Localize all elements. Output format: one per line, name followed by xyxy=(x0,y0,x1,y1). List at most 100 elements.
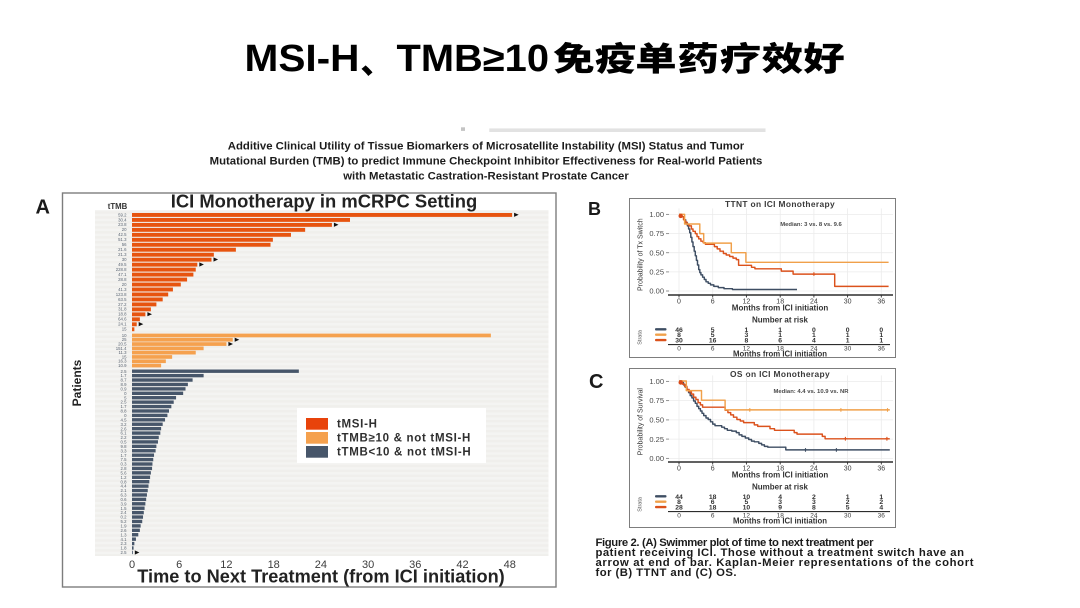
svg-text:0.25: 0.25 xyxy=(649,268,664,277)
svg-text:0.2: 0.2 xyxy=(121,515,128,520)
svg-text:tTMB≥10 & not tMSI-H: tTMB≥10 & not tMSI-H xyxy=(337,432,471,444)
svg-text:8: 8 xyxy=(745,338,749,345)
svg-text:20: 20 xyxy=(122,227,127,232)
svg-text:1.9: 1.9 xyxy=(121,524,128,529)
svg-text:10: 10 xyxy=(122,333,127,338)
svg-text:59.2: 59.2 xyxy=(118,212,127,217)
svg-text:10.9: 10.9 xyxy=(118,363,127,368)
svg-text:2.5: 2.5 xyxy=(121,400,128,405)
svg-text:24: 24 xyxy=(810,299,818,306)
svg-text:1: 1 xyxy=(745,327,749,334)
svg-text:0.8: 0.8 xyxy=(121,479,128,484)
svg-text:ICI Monotherapy in mCRPC Setti: ICI Monotherapy in mCRPC Setting xyxy=(171,191,478,212)
svg-text:3.2: 3.2 xyxy=(121,422,128,427)
svg-text:24.1: 24.1 xyxy=(118,322,127,327)
svg-text:Number at risk: Number at risk xyxy=(752,483,809,492)
svg-text:Strata: Strata xyxy=(638,329,644,345)
svg-text:6: 6 xyxy=(711,299,715,306)
svg-text:with Metastatic Castration-Res: with Metastatic Castration-Resistant Pro… xyxy=(342,171,629,183)
svg-text:Months from ICI initiation: Months from ICI initiation xyxy=(733,350,827,359)
svg-text:18: 18 xyxy=(709,494,717,501)
svg-text:64.6: 64.6 xyxy=(118,317,127,322)
svg-text:1.00: 1.00 xyxy=(649,210,664,219)
svg-text:1.7: 1.7 xyxy=(121,404,128,409)
svg-text:Months from ICI initiation: Months from ICI initiation xyxy=(733,517,827,526)
svg-text:0.50: 0.50 xyxy=(649,248,664,257)
svg-text:8.7: 8.7 xyxy=(121,378,128,383)
svg-text:tTMB<10 & not tMSI-H: tTMB<10 & not tMSI-H xyxy=(337,446,471,458)
svg-text:Strata: Strata xyxy=(638,496,644,512)
svg-text:2.8: 2.8 xyxy=(121,466,128,471)
svg-text:28.8: 28.8 xyxy=(118,277,127,282)
svg-text:10: 10 xyxy=(743,494,751,501)
svg-text:Months from ICI initiation: Months from ICI initiation xyxy=(732,471,829,480)
svg-text:3: 3 xyxy=(745,332,749,339)
svg-text:9: 9 xyxy=(778,505,782,512)
svg-text:1: 1 xyxy=(778,332,782,339)
svg-text:24: 24 xyxy=(810,513,818,520)
svg-text:1.5: 1.5 xyxy=(121,506,128,511)
svg-text:15: 15 xyxy=(122,354,127,359)
svg-text:1.7: 1.7 xyxy=(121,373,128,378)
svg-text:30: 30 xyxy=(675,338,683,345)
svg-text:0.00: 0.00 xyxy=(649,454,664,463)
svg-text:1.8: 1.8 xyxy=(121,546,128,551)
svg-text:46: 46 xyxy=(675,327,683,334)
svg-text:5: 5 xyxy=(124,395,127,400)
svg-text:Patients: Patients xyxy=(70,359,84,406)
svg-text:OS on ICI Monotherapy: OS on ICI Monotherapy xyxy=(730,369,830,379)
svg-text:6: 6 xyxy=(711,499,715,506)
svg-text:18: 18 xyxy=(709,505,717,512)
svg-text:C: C xyxy=(589,371,603,393)
svg-text:25: 25 xyxy=(122,337,127,342)
svg-text:Median: 4.4 vs. 10.9 vs. NR: Median: 4.4 vs. 10.9 vs. NR xyxy=(774,389,850,395)
svg-text:6: 6 xyxy=(778,338,782,345)
svg-text:0.6: 0.6 xyxy=(121,497,128,502)
svg-text:6: 6 xyxy=(711,466,715,473)
svg-text:2: 2 xyxy=(812,494,816,501)
svg-text:0.9: 0.9 xyxy=(121,386,128,391)
svg-text:18: 18 xyxy=(777,346,785,353)
svg-text:2.5: 2.5 xyxy=(121,369,128,374)
svg-text:1.00: 1.00 xyxy=(649,377,664,386)
svg-text:15: 15 xyxy=(122,327,127,332)
svg-text:42: 42 xyxy=(456,559,468,571)
svg-text:24: 24 xyxy=(315,559,327,571)
svg-text:1: 1 xyxy=(879,332,883,339)
svg-text:2.4: 2.4 xyxy=(121,510,128,515)
svg-text:36: 36 xyxy=(877,299,885,306)
svg-text:2: 2 xyxy=(879,499,883,506)
svg-text:2.2: 2.2 xyxy=(121,435,128,440)
svg-text:24: 24 xyxy=(810,346,818,353)
svg-text:tMSI-H: tMSI-H xyxy=(337,418,378,430)
svg-text:63.5: 63.5 xyxy=(118,297,127,302)
svg-text:0: 0 xyxy=(677,299,681,306)
svg-text:A: A xyxy=(36,197,50,219)
svg-text:12: 12 xyxy=(743,513,751,520)
svg-text:36: 36 xyxy=(409,559,421,571)
svg-text:Median: 3 vs. 8 vs. 9.6: Median: 3 vs. 8 vs. 9.6 xyxy=(780,222,842,228)
svg-text:18: 18 xyxy=(776,299,784,306)
svg-text:20: 20 xyxy=(122,282,127,287)
svg-text:47.1: 47.1 xyxy=(118,272,127,277)
svg-text:30.4: 30.4 xyxy=(118,217,127,222)
svg-text:31.8: 31.8 xyxy=(118,307,127,312)
svg-text:for (B) TTNT and (C) OS.: for (B) TTNT and (C) OS. xyxy=(596,567,737,579)
svg-text:1: 1 xyxy=(846,338,850,345)
svg-text:23.8: 23.8 xyxy=(118,222,127,227)
svg-text:51.3: 51.3 xyxy=(118,237,127,242)
svg-text:5: 5 xyxy=(711,327,715,334)
svg-text:Figure 2. (A) Swimmer plot of: Figure 2. (A) Swimmer plot of time to ne… xyxy=(596,537,875,549)
svg-text:0: 0 xyxy=(677,513,681,520)
svg-text:30: 30 xyxy=(844,513,852,520)
svg-text:18: 18 xyxy=(777,513,785,520)
svg-text:12: 12 xyxy=(743,346,751,353)
svg-text:3.9: 3.9 xyxy=(121,501,128,506)
svg-text:228.8: 228.8 xyxy=(116,267,127,272)
svg-text:0.5: 0.5 xyxy=(121,440,128,445)
svg-text:Number at risk: Number at risk xyxy=(752,316,809,325)
svg-text:B: B xyxy=(588,199,601,219)
svg-text:16: 16 xyxy=(709,338,717,345)
svg-text:0: 0 xyxy=(677,346,681,353)
svg-text:56: 56 xyxy=(122,242,127,247)
